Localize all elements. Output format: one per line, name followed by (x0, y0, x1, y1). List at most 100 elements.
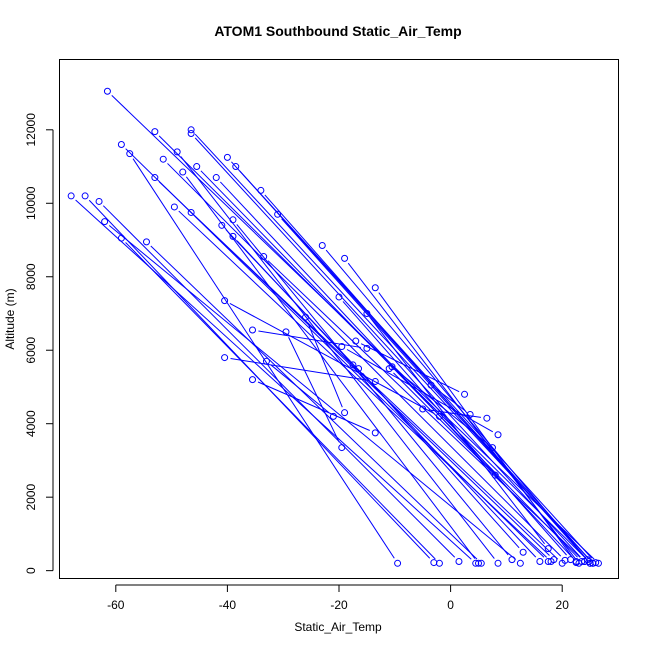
series-line-segment (167, 163, 562, 557)
series-44 (427, 381, 474, 419)
series-19 (170, 203, 555, 565)
series-36 (302, 313, 349, 417)
y-axis: 0 2000 4000 6000 8000 10000 12000 (24, 113, 54, 574)
data-point (142, 238, 150, 246)
series-line-segment (307, 322, 343, 408)
y-tick-label: 8000 (24, 263, 38, 290)
data-point (335, 293, 343, 301)
series-line-segment (178, 210, 548, 558)
data-point (371, 284, 379, 292)
data-point (221, 354, 229, 362)
data-point (435, 559, 443, 567)
data-point (179, 168, 187, 176)
data-point (103, 87, 111, 95)
data-point (519, 548, 527, 556)
series-46 (335, 293, 575, 564)
data-point (466, 411, 474, 419)
series-layer (67, 87, 602, 567)
series-line-segment (396, 370, 489, 445)
series-line-segment (102, 205, 456, 558)
series-38 (338, 343, 502, 439)
series-line-segment (435, 388, 466, 412)
data-point (159, 155, 167, 163)
data-point (341, 409, 349, 417)
data-point (262, 357, 270, 365)
data-point (151, 174, 159, 182)
data-point (419, 405, 427, 413)
series-37 (262, 357, 337, 420)
data-point (455, 557, 463, 565)
series-40 (355, 365, 527, 556)
data-point (249, 376, 257, 384)
y-tick-label: 6000 (24, 337, 38, 364)
data-point (274, 210, 282, 218)
data-point (488, 444, 496, 452)
data-point (586, 559, 594, 567)
y-tick-label: 2000 (24, 484, 38, 511)
series-line-segment (150, 245, 478, 560)
series-34 (249, 376, 379, 437)
data-point (477, 559, 485, 567)
series-42 (388, 363, 496, 452)
series-23 (142, 238, 485, 567)
data-point (371, 377, 379, 385)
data-point (338, 444, 346, 452)
series-line-segment (378, 292, 574, 559)
x-tick-label: -60 (107, 598, 125, 612)
series-line-segment (185, 176, 476, 559)
data-point (223, 153, 231, 161)
data-point (232, 163, 240, 171)
data-point (302, 313, 310, 321)
series-6 (173, 148, 502, 567)
x-tick-label: -40 (219, 598, 237, 612)
data-point (229, 232, 237, 240)
series-43 (419, 405, 491, 422)
data-point (81, 192, 89, 200)
data-point (341, 254, 349, 262)
series-line-segment (257, 381, 370, 431)
series-line-segment (229, 303, 435, 414)
series-line-segment (270, 364, 330, 413)
series-line-segment (342, 301, 567, 556)
series-line-segment (362, 372, 520, 549)
data-point (516, 559, 524, 567)
series-33 (221, 354, 379, 385)
data-point (187, 129, 195, 137)
y-axis-label: Altitude (m) (3, 288, 17, 349)
data-point (170, 203, 178, 211)
data-point (494, 559, 502, 567)
data-point (491, 471, 499, 479)
series-line-segment (428, 409, 482, 418)
data-point (536, 557, 544, 565)
series-line-segment (180, 156, 495, 559)
series-line-segment (236, 224, 509, 556)
series-5 (126, 150, 402, 567)
data-point (173, 148, 181, 156)
data-point (589, 559, 597, 567)
x-tick-label: 20 (556, 598, 570, 612)
y-tick-label: 10000 (24, 186, 38, 220)
data-point (229, 216, 237, 224)
data-point (257, 186, 265, 194)
series-22 (117, 234, 443, 567)
x-axis: -60 -40 -20 0 20 (107, 584, 570, 612)
data-point (558, 559, 566, 567)
data-point (187, 126, 195, 134)
data-point (371, 429, 379, 437)
data-point (363, 309, 371, 317)
data-point (547, 557, 555, 565)
series-line-segment (393, 372, 492, 472)
series-31 (229, 232, 357, 369)
data-point (249, 326, 257, 334)
series-line-segment (132, 158, 395, 559)
series-35 (282, 328, 346, 452)
data-point (338, 343, 346, 351)
data-point (151, 128, 159, 136)
x-tick-label: -20 (330, 598, 348, 612)
x-tick-label: 0 (447, 598, 454, 612)
data-point (95, 197, 103, 205)
series-17 (95, 197, 463, 565)
series-line-segment (200, 170, 578, 558)
data-point (282, 328, 290, 336)
